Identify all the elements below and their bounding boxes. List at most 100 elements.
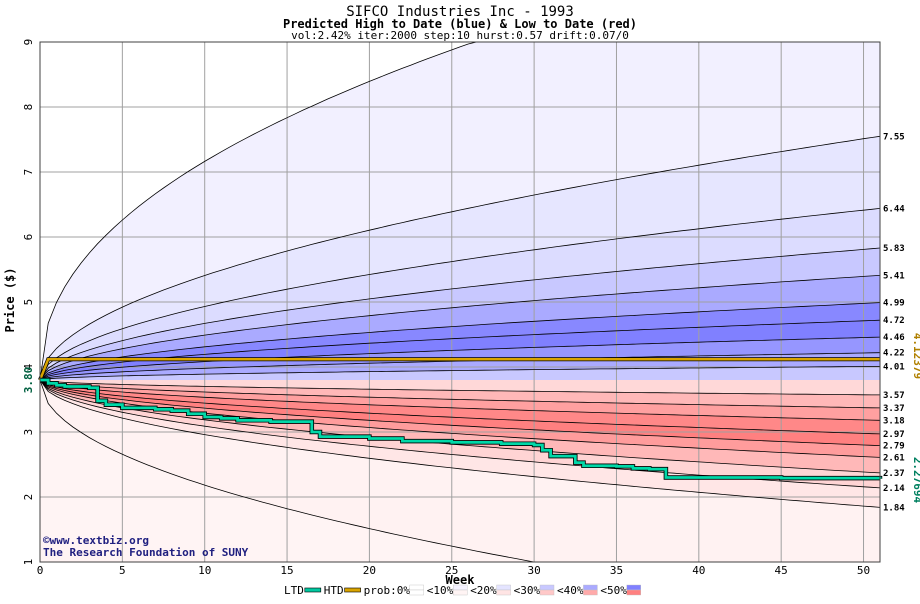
high-contour-2 (40, 336, 880, 381)
high-band-end-label: 4.22 (883, 349, 905, 359)
high-band-outer (40, 42, 880, 380)
y-tick-label-5: 5 (22, 299, 35, 306)
high-contour-5 (40, 275, 880, 381)
legend-item-0: LTD (284, 584, 322, 597)
low-band-end-label: 3.18 (883, 416, 905, 426)
low-contour-6 (40, 379, 880, 474)
x-tick-label-40: 40 (692, 564, 705, 577)
x-tick-label-35: 35 (610, 564, 623, 577)
low-contour-8 (40, 379, 880, 508)
ltd-value-label: 2.27694 (911, 457, 920, 504)
chart-params: vol:2.42% iter:2000 step:10 hurst:0.57 d… (291, 29, 629, 42)
low-band-6 (40, 380, 880, 473)
low-contour-1 (40, 379, 880, 409)
low-band-end-label: 3.37 (883, 404, 905, 414)
low-band-2 (40, 380, 880, 421)
low-contour-9 (40, 379, 880, 562)
legend-swatch-top (539, 584, 555, 591)
series-lines (38, 357, 883, 481)
low-band-end-label: 2.14 (883, 484, 905, 494)
high-band-end-label: 4.46 (883, 333, 905, 343)
legend-swatch-bottom (409, 589, 424, 596)
chart-subtitle: Predicted High to Date (blue) & Low to D… (283, 17, 637, 31)
legend-label: <50% (600, 584, 627, 597)
legend-swatch-top (496, 584, 511, 591)
y-tick-label-6: 6 (22, 234, 35, 241)
high-band-9 (40, 42, 880, 380)
x-tick-label-20: 20 (363, 564, 376, 577)
high-contour-6 (40, 247, 880, 381)
legend-swatch-bottom (626, 589, 641, 596)
high-contour-3 (40, 319, 880, 381)
high-contour-9 (40, 42, 880, 381)
y-tick-label-2: 2 (22, 494, 35, 501)
credit-line-1: ©www.textbiz.org (43, 534, 149, 547)
high-band-end-label: 4.72 (883, 316, 905, 326)
legend-swatch-top (626, 584, 641, 591)
low-band-3 (40, 380, 880, 434)
low-band-end-label: 2.61 (883, 453, 905, 463)
x-axis-label: Week (446, 573, 476, 587)
low-band-0 (40, 380, 880, 395)
low-band-end-label: 2.79 (883, 442, 905, 452)
contour-lines (40, 42, 880, 562)
low-contour-3 (40, 379, 880, 435)
x-tick-label-30: 30 (527, 564, 540, 577)
legend-item-5: <30% (514, 584, 555, 597)
high-contour-4 (40, 302, 880, 381)
high-band-8 (40, 136, 880, 380)
legend-item-2: prob:0% (364, 584, 424, 597)
high-band-end-label: 5.83 (883, 244, 905, 254)
legend-label: prob:0% (364, 584, 411, 597)
x-tick-label-5: 5 (119, 564, 126, 577)
low-band-5 (40, 380, 880, 458)
legend-swatch-bottom (496, 589, 511, 596)
legend-item-3: <10% (427, 584, 468, 597)
legend-label: <20% (470, 584, 497, 597)
legend-swatch-bottom (539, 589, 555, 596)
low-band-end-label: 1.84 (883, 503, 905, 513)
high-band-end-label: 5.41 (883, 271, 905, 281)
low-contour-2 (40, 379, 880, 421)
high-band-end-label: 4.01 (883, 362, 905, 372)
start-price-label: 3.80 (22, 367, 35, 394)
x-tick-label-25: 25 (445, 564, 458, 577)
low-band-end-label: 3.57 (883, 391, 905, 401)
y-tick-label-9: 9 (22, 39, 35, 46)
low-band-outer (40, 380, 880, 562)
legend-swatch-top (409, 584, 424, 591)
credit-line-2: The Research Foundation of SUNY (43, 546, 249, 559)
low-band-1 (40, 380, 880, 408)
high-contour-7 (40, 208, 880, 381)
ltd-line (40, 378, 882, 480)
x-tick-label-10: 10 (198, 564, 211, 577)
low-band-4 (40, 380, 880, 446)
y-tick-label-7: 7 (22, 169, 35, 176)
y-tick-label-3: 3 (22, 429, 35, 436)
low-contour-4 (40, 379, 880, 446)
legend-item-7: <50% (600, 584, 641, 597)
y-tick-label-1: 1 (22, 559, 35, 566)
legend-label: <40% (557, 584, 584, 597)
high-band-end-label: 7.55 (883, 132, 905, 142)
legend-swatch-bottom (583, 589, 598, 596)
x-tick-label-45: 45 (775, 564, 788, 577)
x-tick-label-15: 15 (280, 564, 293, 577)
legend: LTD HTD prob:0% <10% <20% <30% <40% <50% (284, 584, 641, 597)
y-tick-label-8: 8 (22, 104, 35, 111)
legend-item-1: HTD (324, 584, 361, 597)
low-band-7 (40, 380, 880, 488)
x-tick-label-0: 0 (37, 564, 44, 577)
high-band-7 (40, 208, 880, 380)
high-band-6 (40, 248, 880, 380)
htd-line (38, 357, 880, 381)
band-end-labels: 4.01 4.22 4.46 4.72 4.99 5.41 5.83 6.44 7.55 3.57… (883, 132, 905, 513)
legend-item-6: <40% (557, 584, 598, 597)
high-band-end-label: 4.99 (883, 299, 905, 309)
y-axis-label: Price ($) (3, 267, 17, 332)
y-tick-label-4: 4 (22, 363, 35, 370)
legend-line-swatch (344, 587, 361, 593)
legend-swatch-top (583, 584, 598, 591)
